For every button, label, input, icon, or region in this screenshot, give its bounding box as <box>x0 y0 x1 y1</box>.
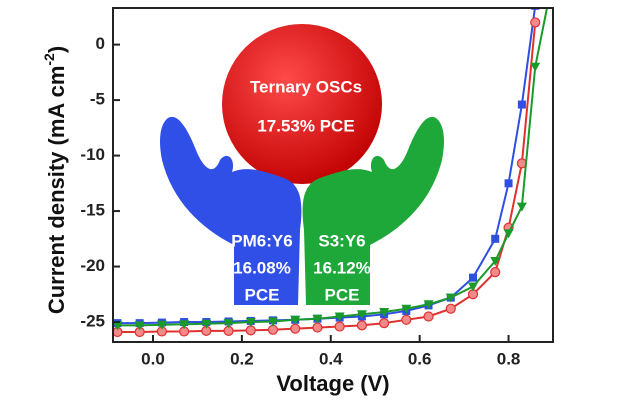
marker <box>490 266 501 278</box>
marker <box>530 17 541 28</box>
marker <box>290 315 301 325</box>
sphere <box>222 24 382 184</box>
annotation: PCE <box>245 285 280 304</box>
marker <box>179 320 190 330</box>
marker <box>401 314 412 325</box>
marker <box>401 304 412 314</box>
y-tick-label: -20 <box>80 256 105 275</box>
marker <box>113 321 123 331</box>
marker <box>468 282 478 292</box>
marker <box>530 62 541 72</box>
annotation: PM6:Y6 <box>231 231 292 250</box>
annotation: S3:Y6 <box>318 231 365 250</box>
x-axis-label: Voltage (V) <box>276 371 389 396</box>
annotation: 16.08% <box>233 258 291 277</box>
marker <box>156 320 167 330</box>
plot-frame <box>112 7 554 343</box>
marker <box>356 320 367 331</box>
plot-area <box>113 0 554 338</box>
marker <box>517 100 526 109</box>
x-tick-label: 0.8 <box>497 349 521 368</box>
marker <box>245 325 256 336</box>
marker <box>445 293 456 303</box>
marker <box>268 317 278 327</box>
annotation: Ternary OSCs <box>250 77 362 96</box>
marker <box>445 303 456 314</box>
y-tick-label: -5 <box>90 90 105 109</box>
marker <box>379 318 390 329</box>
marker <box>312 314 323 324</box>
y-axis-label-end: ) <box>44 46 69 53</box>
marker <box>223 319 234 329</box>
marker <box>423 300 434 310</box>
marker <box>334 312 345 322</box>
marker <box>491 234 500 243</box>
y-axis-label-text: Current density (mA cm <box>44 66 69 315</box>
x-tick-label: 0.2 <box>230 349 254 368</box>
annotation: 16.12% <box>313 258 371 277</box>
marker <box>201 319 212 329</box>
blue-hand <box>160 116 302 305</box>
marker <box>267 324 279 335</box>
marker <box>134 321 145 331</box>
marker <box>469 273 477 282</box>
green-hand <box>302 116 444 305</box>
x-tick-label: 0.6 <box>408 349 432 368</box>
marker <box>423 311 434 322</box>
marker <box>379 308 390 318</box>
y-axis-label-sup: -2 <box>41 53 57 66</box>
marker <box>245 318 256 328</box>
series-line <box>117 8 549 327</box>
marker <box>334 321 345 332</box>
marker <box>356 310 367 320</box>
marker <box>503 229 514 239</box>
y-axis-label: Current density (mA cm-2) <box>41 46 69 314</box>
annotation: 17.53% PCE <box>257 116 354 135</box>
marker <box>290 323 301 334</box>
marker <box>544 0 554 5</box>
x-tick-label: 0.0 <box>141 349 165 368</box>
marker <box>516 202 527 212</box>
marker <box>504 179 513 188</box>
y-tick-label: -15 <box>80 201 105 220</box>
x-tick-label: 0.4 <box>319 349 343 368</box>
y-tick-label: -10 <box>80 145 105 164</box>
y-tick-label: -25 <box>80 312 105 331</box>
annotation: PCE <box>325 285 360 304</box>
marker <box>312 322 323 333</box>
y-tick-label: 0 <box>96 34 105 53</box>
marker <box>490 256 501 266</box>
